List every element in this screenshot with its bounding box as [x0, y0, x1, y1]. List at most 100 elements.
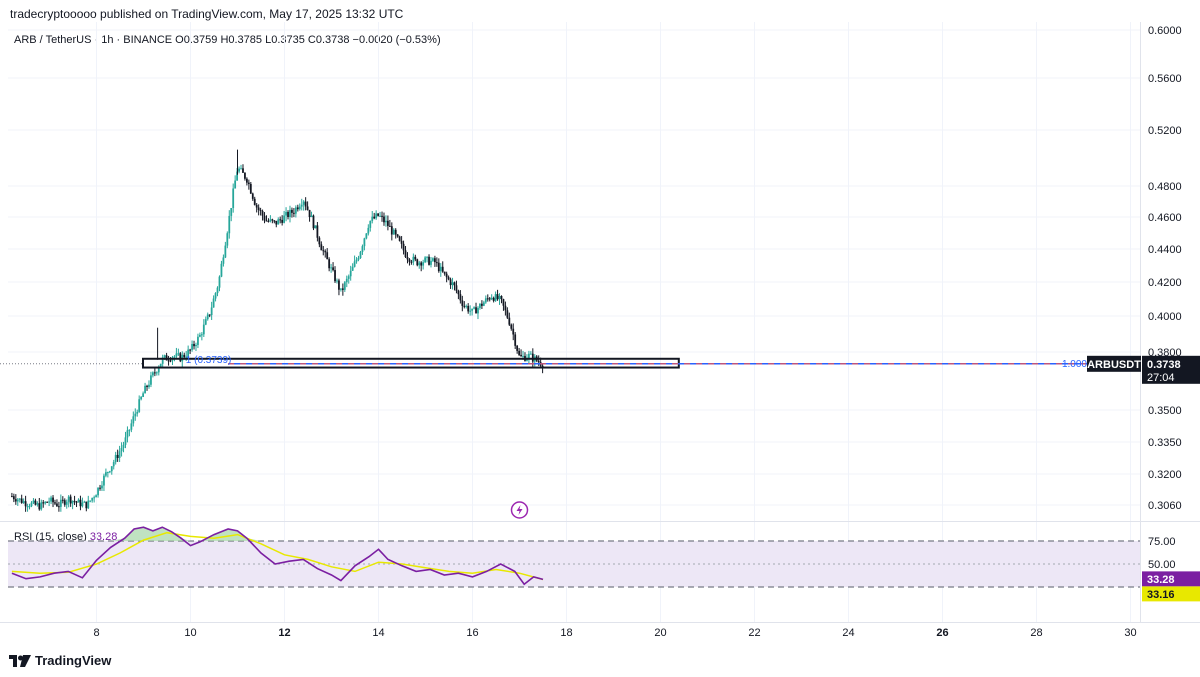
- candle-up: [110, 466, 113, 472]
- candle-up: [330, 267, 333, 269]
- candle-up: [359, 251, 362, 259]
- candle-up: [353, 261, 356, 267]
- candle-down: [273, 220, 276, 222]
- candle-down: [492, 297, 495, 301]
- candle-up: [224, 245, 227, 258]
- candle-up: [367, 227, 370, 234]
- candle-down: [428, 256, 430, 265]
- candle-down: [488, 298, 491, 300]
- candle-down: [58, 506, 60, 508]
- candle-up: [44, 501, 47, 504]
- candle-down: [500, 295, 503, 300]
- candle-down: [449, 279, 452, 286]
- price-tick-label: 0.5600: [1148, 73, 1182, 85]
- candle-down: [373, 216, 376, 219]
- candle-up: [345, 278, 348, 283]
- candle-up: [230, 208, 233, 216]
- candle-down: [253, 198, 256, 205]
- candle-down: [183, 354, 186, 358]
- price-tick-label: 0.3350: [1148, 437, 1182, 449]
- candle-up: [302, 201, 305, 205]
- candle-down: [388, 225, 391, 227]
- candle-up: [392, 229, 395, 235]
- candle-down: [246, 178, 248, 183]
- candle-down: [516, 345, 519, 351]
- candle-down: [304, 201, 307, 207]
- candle-up: [226, 233, 229, 246]
- candle-up: [138, 399, 141, 412]
- candle-up: [202, 324, 205, 335]
- time-tick-label: 26: [936, 627, 948, 639]
- candle-up: [430, 260, 432, 265]
- candle-up: [161, 357, 164, 364]
- candle-up: [216, 287, 219, 294]
- candle-up: [473, 307, 475, 309]
- candle-down: [265, 220, 268, 222]
- candle-up: [218, 276, 221, 288]
- candle-up: [152, 372, 154, 376]
- candle-up: [197, 336, 199, 345]
- candle-down: [169, 360, 172, 362]
- candle-down: [61, 499, 64, 501]
- candle-down: [443, 271, 446, 274]
- candle-down: [179, 353, 182, 362]
- price-tick-label: 0.6000: [1148, 25, 1182, 37]
- candle-up: [477, 307, 479, 314]
- candle-up: [269, 219, 272, 222]
- candle-up: [144, 385, 146, 394]
- candles: [11, 149, 544, 512]
- candle-down: [338, 280, 340, 290]
- candle-up: [482, 302, 485, 306]
- rsi-tag-bg: [1142, 571, 1200, 587]
- candle-up: [375, 213, 378, 219]
- candle-up: [142, 393, 145, 397]
- candle-up: [81, 502, 84, 507]
- candle-down: [255, 204, 258, 208]
- candle-down: [537, 360, 540, 363]
- candle-up: [222, 257, 225, 264]
- price-tick-label: 0.3060: [1148, 500, 1182, 512]
- candle-down: [435, 262, 438, 264]
- time-tick-label: 18: [560, 627, 572, 639]
- candle-down: [56, 503, 58, 507]
- candle-up: [471, 308, 474, 311]
- candle-up: [234, 180, 237, 189]
- candle-up: [369, 220, 372, 228]
- candle-up: [89, 500, 92, 502]
- candle-down: [531, 353, 534, 362]
- rsi-ma-line: [11, 531, 544, 581]
- candle-down: [341, 288, 344, 290]
- support-label: 1 (0.3739): [186, 355, 232, 366]
- candle-up: [87, 500, 90, 509]
- candle-down: [281, 219, 284, 223]
- candle-up: [114, 454, 117, 463]
- candle-down: [441, 266, 444, 272]
- candle-down: [447, 277, 450, 280]
- tradingview-logo-icon: [9, 654, 31, 667]
- candle-down: [512, 328, 515, 335]
- symbol-legend[interactable]: ARB / TetherUS · 1h · BINANCE O0.3759 H0…: [14, 34, 441, 46]
- rsi-ma-tag-value: 33.16: [1147, 589, 1175, 601]
- candle-down: [24, 501, 27, 507]
- candle-down: [267, 220, 270, 222]
- candle-up: [363, 238, 366, 247]
- candle-down: [259, 209, 262, 212]
- candle-down: [249, 183, 252, 194]
- candle-down: [437, 262, 440, 272]
- candle-up: [340, 288, 342, 290]
- candle-up: [18, 498, 21, 500]
- candle-down: [496, 294, 499, 300]
- candle-down: [332, 267, 334, 271]
- candle-down: [116, 454, 119, 458]
- candle-down: [467, 305, 470, 312]
- candle-up: [132, 416, 135, 424]
- candle-up: [50, 497, 52, 502]
- candle-up: [236, 171, 239, 181]
- candle-down: [42, 502, 45, 504]
- candle-up: [479, 303, 481, 308]
- candle-up: [175, 353, 178, 357]
- candle-down: [69, 496, 72, 504]
- candle-up: [529, 353, 532, 355]
- tradingview-logo[interactable]: TradingView: [9, 653, 111, 668]
